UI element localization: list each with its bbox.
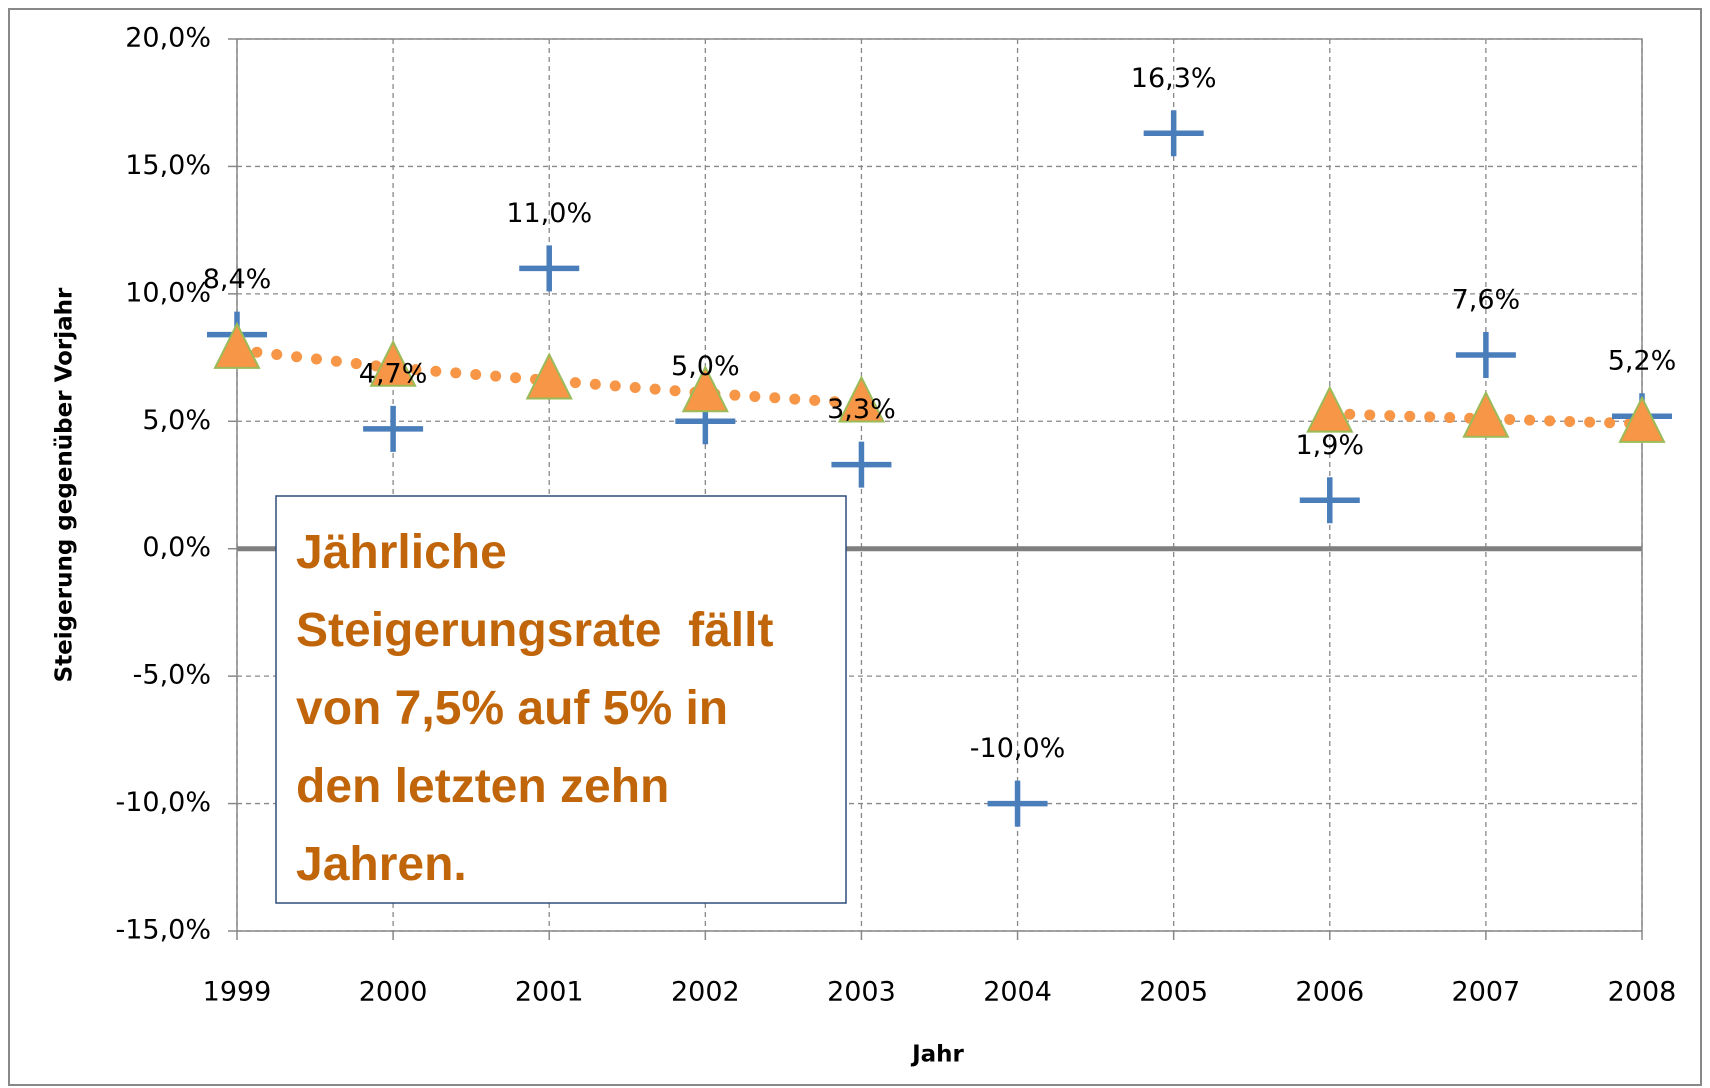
plus-marker xyxy=(519,245,580,292)
data-label: 11,0% xyxy=(506,198,592,229)
data-label: 8,4% xyxy=(203,264,272,295)
plus-marker xyxy=(1299,477,1360,524)
y-tick-label: -5,0% xyxy=(133,660,211,691)
triangle-marker xyxy=(681,365,729,413)
annotation-text: Jährliche xyxy=(296,526,507,579)
x-tick-label: 2002 xyxy=(671,977,740,1008)
y-tick-label: -10,0% xyxy=(115,787,211,818)
triangle-marker xyxy=(1462,390,1510,438)
y-tick-label: 0,0% xyxy=(142,532,211,563)
x-tick-label: 2006 xyxy=(1295,977,1364,1008)
triangle-marker xyxy=(369,339,417,387)
x-tick-label: 2004 xyxy=(983,977,1052,1008)
triangle-marker xyxy=(213,321,261,369)
x-axis-title: Jahr xyxy=(910,1042,964,1068)
data-label: -10,0% xyxy=(970,733,1066,764)
data-label: 7,6% xyxy=(1452,285,1521,316)
data-label: 3,3% xyxy=(827,394,896,425)
x-tick-label: 2003 xyxy=(827,977,896,1008)
triangle-marker xyxy=(525,352,573,400)
triangle-marker xyxy=(1306,385,1354,433)
y-tick-label: 20,0% xyxy=(125,23,211,54)
triangle-marker xyxy=(1618,395,1666,443)
annotation-text: Jahren. xyxy=(296,838,467,891)
data-label: 16,3% xyxy=(1131,63,1217,94)
plus-marker xyxy=(363,405,424,452)
marks: 8,4% 4,7% 11,0% 5,0% 3,3% -10,0% 16,3% 1,9% 7,6%… xyxy=(203,63,1677,827)
plus-marker xyxy=(1143,110,1204,157)
annotation-text: von 7,5% auf 5% in xyxy=(296,682,728,735)
x-tick-label: 2001 xyxy=(515,977,584,1008)
y-axis-title: Steigerung gegenüber Vorjahr xyxy=(52,287,78,682)
data-label: 1,9% xyxy=(1295,430,1364,461)
annotation-text: Steigerungsrate fällt xyxy=(296,604,773,657)
annotation-box xyxy=(275,495,847,904)
x-tick-label: 2008 xyxy=(1608,977,1677,1008)
data-label: 4,7% xyxy=(359,358,428,389)
x-tick-label: 2000 xyxy=(359,977,428,1008)
y-tick-label: 15,0% xyxy=(125,150,211,181)
plus-marker xyxy=(1455,332,1516,379)
annotation-text: den letzten zehn xyxy=(296,760,669,813)
x-tick-label: 1999 xyxy=(203,977,272,1008)
plus-marker xyxy=(987,780,1048,827)
data-label: 5,0% xyxy=(671,351,740,382)
x-tick-label: 2007 xyxy=(1452,977,1521,1008)
y-tick-label: 10,0% xyxy=(125,277,211,308)
x-tick-label: 2005 xyxy=(1139,977,1208,1008)
triangle-marker xyxy=(837,375,886,423)
y-tick-label: 5,0% xyxy=(142,405,211,436)
y-tick-label: -15,0% xyxy=(115,915,211,946)
plus-marker xyxy=(831,441,892,488)
data-label: 5,2% xyxy=(1608,346,1677,377)
